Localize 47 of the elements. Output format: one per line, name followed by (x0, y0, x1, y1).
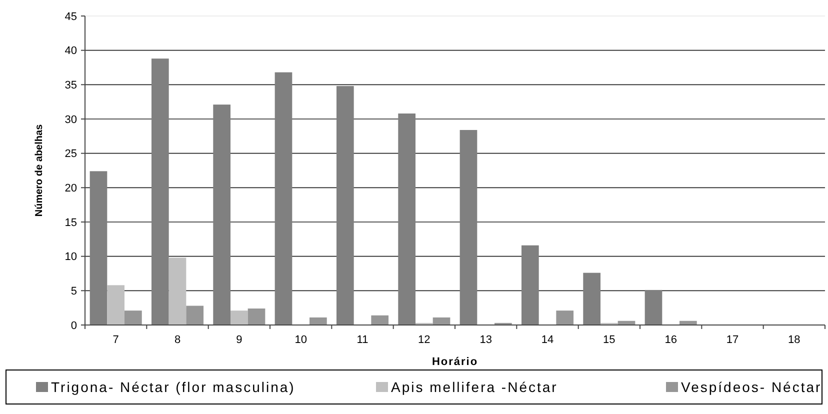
x-tick-label: 18 (788, 334, 800, 346)
bar (556, 310, 574, 325)
y-tick-label: 40 (64, 45, 77, 58)
y-tick-label: 35 (64, 80, 77, 92)
bar (460, 130, 478, 325)
y-tick-label: 15 (64, 216, 77, 229)
bar (213, 104, 230, 325)
bar (583, 272, 600, 325)
x-tick-label: 14 (541, 334, 554, 346)
y-tick-label: 10 (64, 251, 77, 264)
x-tick-label: 11 (356, 334, 368, 346)
bar (521, 245, 539, 325)
bar (151, 58, 169, 325)
y-tick-label: 5 (70, 286, 77, 298)
x-tick-label: 9 (236, 334, 242, 346)
y-tick-label: 0 (70, 320, 77, 332)
bar (186, 306, 204, 325)
bar (230, 310, 248, 325)
legend-label: Trigona- Néctar (flor masculina) (51, 379, 296, 395)
x-tick-label: 17 (726, 334, 739, 346)
bar (274, 72, 292, 325)
y-tick-label: 25 (64, 148, 77, 160)
x-tick-label: 8 (174, 334, 181, 346)
y-tick-label: 20 (64, 182, 77, 195)
bar (336, 86, 354, 325)
bar (248, 308, 266, 325)
legend-label: Apis mellifera -Néctar (391, 379, 558, 395)
x-tick-label: 15 (603, 334, 616, 346)
y-axis-title: Número de abelhas (34, 124, 45, 217)
bar (310, 317, 327, 325)
y-tick-label: 45 (64, 10, 77, 23)
y-tick-label: 30 (64, 114, 77, 126)
x-tick-label: 13 (480, 334, 492, 346)
x-tick-label: 16 (664, 334, 677, 346)
bar (398, 114, 416, 325)
bar (371, 315, 389, 325)
bar (644, 290, 662, 325)
x-tick-label: 10 (294, 334, 307, 346)
bar (432, 317, 450, 325)
x-tick-label: 12 (418, 334, 430, 346)
x-tick-label: 7 (112, 334, 119, 346)
bar (90, 171, 108, 325)
x-axis-title: Horário (432, 356, 478, 368)
bar (168, 258, 186, 325)
bar (124, 310, 142, 325)
bar (107, 285, 125, 325)
legend-label: Vespídeos- Néctar (681, 379, 822, 395)
